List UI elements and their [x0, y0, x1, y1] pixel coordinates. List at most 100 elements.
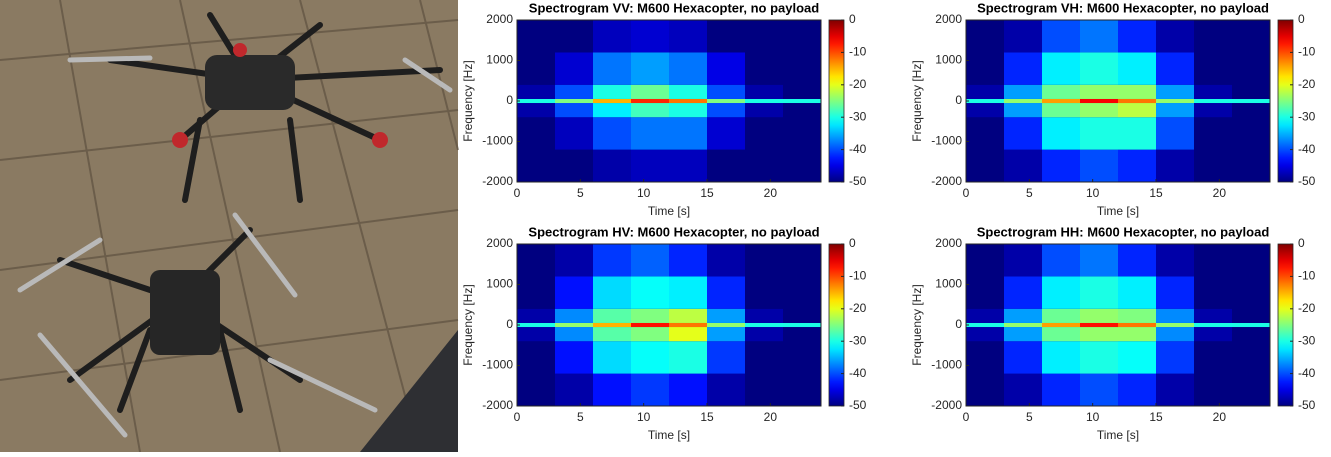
- colorbar-tick-label: -50: [1298, 174, 1316, 188]
- heat-cell: [1156, 308, 1194, 323]
- colorbar-tick-label: -30: [1298, 109, 1316, 123]
- x-tick-label: 20: [764, 410, 778, 424]
- heat-cell: [745, 322, 783, 328]
- heat-cell: [1080, 84, 1118, 99]
- y-tick-label: 0: [955, 93, 962, 107]
- heat-cell: [1004, 322, 1042, 328]
- heat-cell: [707, 84, 745, 99]
- heat-cell: [1194, 244, 1232, 277]
- heat-cell: [517, 322, 555, 328]
- y-tick-label: 1000: [486, 53, 513, 67]
- heat-cell: [669, 276, 707, 309]
- heat-cell: [517, 341, 555, 374]
- heat-cell: [783, 84, 821, 99]
- colorbar-tick-label: -20: [849, 301, 867, 315]
- heat-cell: [517, 103, 555, 118]
- heat-cell: [1156, 52, 1194, 85]
- heat-cell: [517, 327, 555, 342]
- heat-cell: [707, 103, 745, 118]
- y-tick-label: 1000: [935, 277, 962, 291]
- heat-cell: [1004, 276, 1042, 309]
- heat-cell: [631, 327, 669, 342]
- y-tick-label: -2000: [482, 398, 513, 412]
- heat-cell: [1156, 341, 1194, 374]
- y-tick-label: -1000: [482, 358, 513, 372]
- heat-cell: [745, 103, 783, 118]
- heat-cell: [745, 117, 783, 150]
- heat-cell: [1042, 84, 1080, 99]
- heat-cell: [1080, 341, 1118, 374]
- heat-cell: [1232, 52, 1270, 85]
- heat-cell: [707, 341, 745, 374]
- heat-cell: [631, 341, 669, 374]
- heat-cell: [593, 149, 631, 182]
- heat-cell: [593, 341, 631, 374]
- heat-cell: [1232, 276, 1270, 309]
- colorbar-tick-label: -30: [1298, 333, 1316, 347]
- heat-cell: [1118, 244, 1156, 277]
- heat-cell: [1004, 244, 1042, 277]
- heat-cell: [1080, 276, 1118, 309]
- y-tick-label: 2000: [935, 12, 962, 26]
- heat-cell: [783, 341, 821, 374]
- heat-cell: [555, 373, 593, 406]
- heat-cell: [1118, 98, 1156, 104]
- heat-cell: [631, 373, 669, 406]
- x-axis-label: Time [s]: [1097, 428, 1139, 442]
- heat-cell: [631, 20, 669, 53]
- heat-cell: [783, 327, 821, 342]
- heat-cell: [669, 103, 707, 118]
- heat-cell: [707, 308, 745, 323]
- heat-cell: [1004, 341, 1042, 374]
- heat-cell: [631, 52, 669, 85]
- x-axis-label: Time [s]: [648, 204, 690, 218]
- heat-cell: [1156, 103, 1194, 118]
- heat-cell: [745, 308, 783, 323]
- heat-cell: [1232, 308, 1270, 323]
- heat-cell: [669, 149, 707, 182]
- heat-cell: [1194, 373, 1232, 406]
- heat-cell: [631, 322, 669, 328]
- colorbar-tick-label: -40: [1298, 366, 1316, 380]
- heat-cell: [783, 149, 821, 182]
- heat-cell: [966, 98, 1004, 104]
- heat-cell: [707, 276, 745, 309]
- heat-cell: [1004, 373, 1042, 406]
- heat-cell: [1042, 98, 1080, 104]
- heat-cell: [1194, 308, 1232, 323]
- heat-cell: [669, 308, 707, 323]
- y-tick-label: -1000: [931, 134, 962, 148]
- heat-cell: [517, 52, 555, 85]
- heat-cell: [555, 103, 593, 118]
- x-tick-label: 20: [1213, 410, 1227, 424]
- heat-cell: [1156, 327, 1194, 342]
- spectrogram-panel: 0 5 10 15 20 -2000 -1000 0 1000 2000 Spectrogram H…: [910, 224, 1315, 442]
- heat-cell: [1194, 341, 1232, 374]
- heat-cell: [1080, 20, 1118, 53]
- heat-cell: [783, 244, 821, 277]
- heat-cell: [1080, 308, 1118, 323]
- heat-cell: [1080, 373, 1118, 406]
- heat-cell: [966, 149, 1004, 182]
- heat-cell: [593, 98, 631, 104]
- heat-cell: [745, 244, 783, 277]
- colorbar: [828, 243, 845, 407]
- colorbar-tick-label: -30: [849, 333, 867, 347]
- heat-cell: [1004, 149, 1042, 182]
- x-axis-label: Time [s]: [648, 428, 690, 442]
- x-tick-label: 10: [637, 186, 651, 200]
- y-tick-label: 0: [506, 317, 513, 331]
- x-tick-label: 0: [963, 186, 970, 200]
- heat-cell: [593, 373, 631, 406]
- heat-cell: [631, 103, 669, 118]
- heat-cell: [555, 149, 593, 182]
- heat-cell: [555, 20, 593, 53]
- heat-cell: [745, 149, 783, 182]
- chart-title: Spectrogram VV: M600 Hexacopter, no payl…: [529, 0, 819, 15]
- heat-cell: [631, 149, 669, 182]
- drone-photo: [0, 0, 459, 453]
- heat-cell: [631, 117, 669, 150]
- heat-cell: [783, 98, 821, 104]
- chart-title: Spectrogram HH: M600 Hexacopter, no payl…: [977, 224, 1270, 239]
- heat-cell: [707, 373, 745, 406]
